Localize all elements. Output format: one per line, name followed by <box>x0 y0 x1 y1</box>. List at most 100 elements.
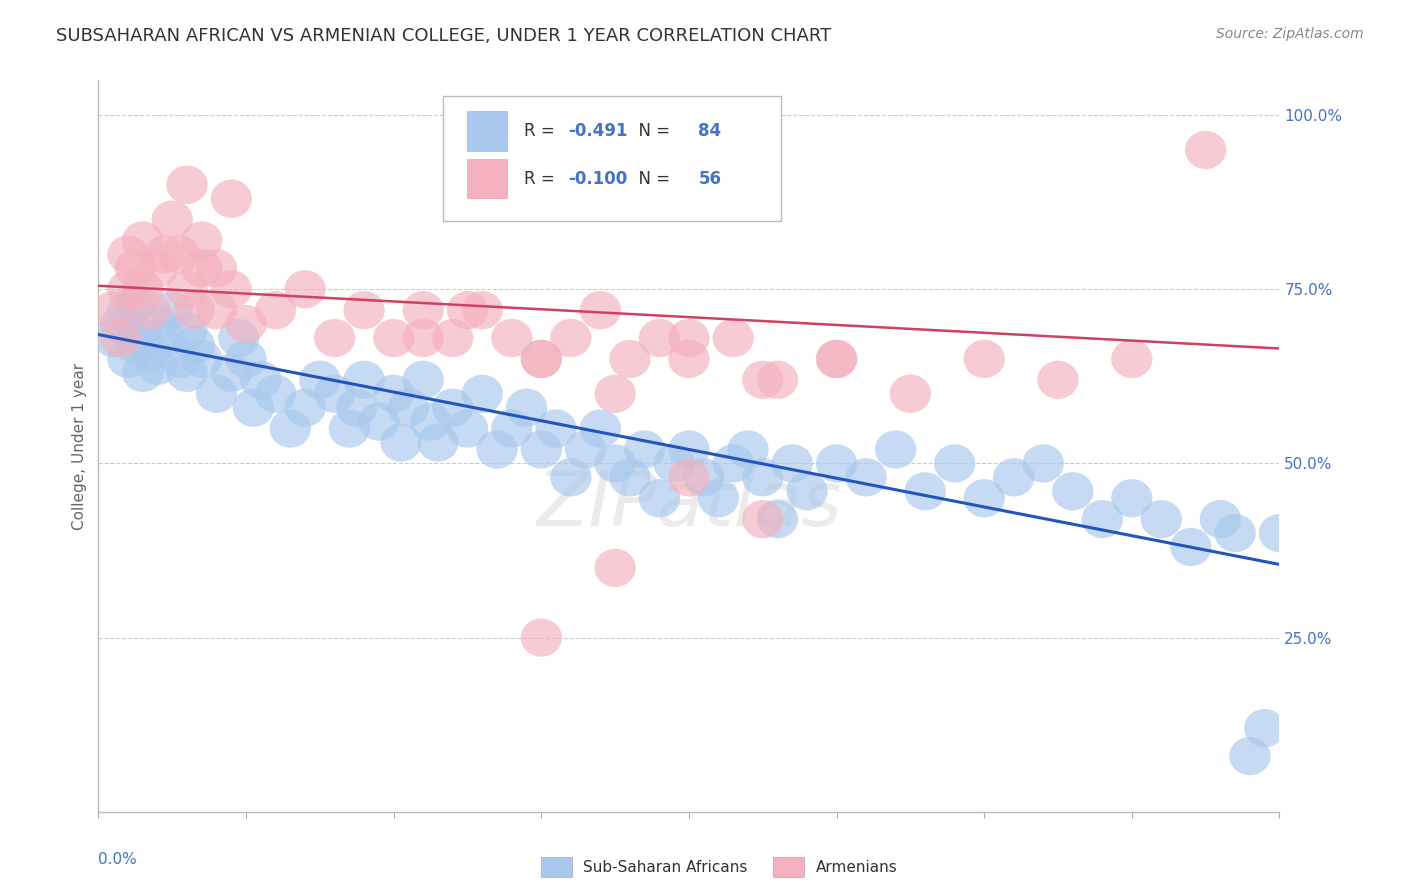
Ellipse shape <box>314 318 356 357</box>
Ellipse shape <box>668 340 710 378</box>
Ellipse shape <box>668 318 710 357</box>
Ellipse shape <box>742 500 783 538</box>
Ellipse shape <box>713 444 754 483</box>
Ellipse shape <box>115 284 156 322</box>
Ellipse shape <box>1170 528 1212 566</box>
Ellipse shape <box>122 221 163 260</box>
Ellipse shape <box>638 479 681 517</box>
Ellipse shape <box>107 340 149 378</box>
Text: -0.100: -0.100 <box>568 170 627 188</box>
Ellipse shape <box>432 318 474 357</box>
Ellipse shape <box>520 340 562 378</box>
Ellipse shape <box>890 375 931 413</box>
Ellipse shape <box>211 270 252 309</box>
Ellipse shape <box>373 318 415 357</box>
Ellipse shape <box>1258 514 1301 552</box>
Ellipse shape <box>211 354 252 392</box>
Text: Source: ZipAtlas.com: Source: ZipAtlas.com <box>1216 27 1364 41</box>
Ellipse shape <box>1081 500 1123 538</box>
Ellipse shape <box>166 354 208 392</box>
Ellipse shape <box>609 458 651 497</box>
Text: R =: R = <box>523 122 560 140</box>
Ellipse shape <box>875 430 917 468</box>
Ellipse shape <box>668 430 710 468</box>
Text: 84: 84 <box>699 122 721 140</box>
Ellipse shape <box>240 360 281 399</box>
Y-axis label: College, Under 1 year: College, Under 1 year <box>72 362 87 530</box>
Ellipse shape <box>181 249 222 287</box>
Ellipse shape <box>904 472 946 510</box>
Ellipse shape <box>381 424 422 462</box>
Ellipse shape <box>609 340 651 378</box>
Ellipse shape <box>520 340 562 378</box>
Ellipse shape <box>845 458 887 497</box>
Ellipse shape <box>742 360 783 399</box>
Ellipse shape <box>181 340 222 378</box>
Ellipse shape <box>595 444 636 483</box>
Ellipse shape <box>181 221 222 260</box>
Ellipse shape <box>195 375 238 413</box>
Ellipse shape <box>550 318 592 357</box>
Ellipse shape <box>491 409 533 448</box>
Ellipse shape <box>388 389 429 427</box>
Ellipse shape <box>270 409 311 448</box>
Ellipse shape <box>225 340 267 378</box>
Ellipse shape <box>595 375 636 413</box>
Ellipse shape <box>336 389 377 427</box>
Ellipse shape <box>1111 479 1153 517</box>
Ellipse shape <box>122 318 163 357</box>
Text: N =: N = <box>627 122 675 140</box>
Ellipse shape <box>550 458 592 497</box>
Ellipse shape <box>166 312 208 351</box>
Ellipse shape <box>447 409 488 448</box>
Ellipse shape <box>136 347 179 385</box>
Ellipse shape <box>1215 514 1256 552</box>
Ellipse shape <box>756 500 799 538</box>
Ellipse shape <box>166 166 208 204</box>
Ellipse shape <box>152 201 193 239</box>
Ellipse shape <box>432 389 474 427</box>
Ellipse shape <box>668 458 710 497</box>
Bar <box>467 112 508 152</box>
Text: 0.0%: 0.0% <box>98 852 138 867</box>
Ellipse shape <box>772 444 813 483</box>
Ellipse shape <box>697 479 740 517</box>
Ellipse shape <box>343 360 385 399</box>
Ellipse shape <box>815 444 858 483</box>
Ellipse shape <box>1052 472 1094 510</box>
Bar <box>467 159 508 199</box>
Text: Sub-Saharan Africans: Sub-Saharan Africans <box>583 860 748 874</box>
Ellipse shape <box>211 179 252 218</box>
Ellipse shape <box>934 444 976 483</box>
Ellipse shape <box>536 409 576 448</box>
Ellipse shape <box>122 354 163 392</box>
FancyBboxPatch shape <box>443 96 782 221</box>
Ellipse shape <box>624 430 665 468</box>
Ellipse shape <box>461 291 503 329</box>
Ellipse shape <box>993 458 1035 497</box>
Ellipse shape <box>683 458 724 497</box>
Ellipse shape <box>129 333 170 371</box>
Ellipse shape <box>254 291 297 329</box>
Ellipse shape <box>579 409 621 448</box>
Ellipse shape <box>299 360 340 399</box>
Ellipse shape <box>756 360 799 399</box>
Ellipse shape <box>1140 500 1182 538</box>
Ellipse shape <box>786 472 828 510</box>
Ellipse shape <box>402 291 444 329</box>
Ellipse shape <box>506 389 547 427</box>
Ellipse shape <box>195 249 238 287</box>
Text: SUBSAHARAN AFRICAN VS ARMENIAN COLLEGE, UNDER 1 YEAR CORRELATION CHART: SUBSAHARAN AFRICAN VS ARMENIAN COLLEGE, … <box>56 27 831 45</box>
Ellipse shape <box>100 318 141 357</box>
Ellipse shape <box>93 291 134 329</box>
Ellipse shape <box>195 291 238 329</box>
Ellipse shape <box>115 249 156 287</box>
Ellipse shape <box>174 326 215 364</box>
Ellipse shape <box>359 402 399 441</box>
Ellipse shape <box>100 305 141 343</box>
Ellipse shape <box>136 249 179 287</box>
Ellipse shape <box>107 270 149 309</box>
Ellipse shape <box>520 618 562 657</box>
Text: -0.491: -0.491 <box>568 122 628 140</box>
Ellipse shape <box>373 375 415 413</box>
